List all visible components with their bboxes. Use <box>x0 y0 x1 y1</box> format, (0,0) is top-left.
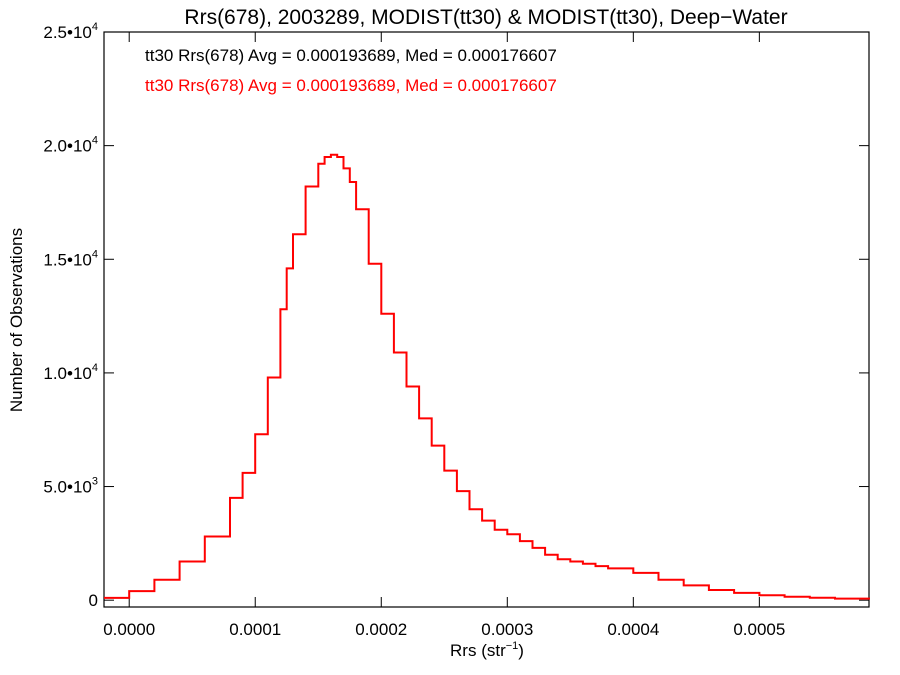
legend: tt30 Rrs(678) Avg = 0.000193689, Med = 0… <box>145 46 557 95</box>
x-tick-label: 0.0003 <box>481 620 533 639</box>
histogram-series-line <box>104 153 870 600</box>
legend-entry-black: tt30 Rrs(678) Avg = 0.000193689, Med = 0… <box>145 46 557 65</box>
y-tick-label: 2.0•104 <box>43 135 98 156</box>
x-tick-label: 0.0001 <box>229 620 281 639</box>
y-axis-ticks: 0 5.0•103 1.0•104 1.5•104 2.0•104 2.5•104 <box>43 21 869 610</box>
y-axis-label: Number of Observations <box>7 228 26 412</box>
y-tick-label: 2.5•104 <box>43 21 98 42</box>
x-tick-label: 0.0004 <box>607 620 659 639</box>
y-tick-label: 5.0•103 <box>43 476 98 497</box>
y-tick-label: 1.5•104 <box>43 248 98 269</box>
legend-entry-red: tt30 Rrs(678) Avg = 0.000193689, Med = 0… <box>145 76 557 95</box>
y-tick-label: 0 <box>89 591 98 610</box>
y-tick-label: 1.0•104 <box>43 362 98 383</box>
chart-title: Rrs(678), 2003289, MODIST(tt30) & MODIST… <box>184 6 787 29</box>
x-tick-label: 0.0002 <box>355 620 407 639</box>
plot-frame <box>103 31 870 608</box>
x-axis-ticks: 0.0000 0.0001 0.0002 0.0003 0.0004 0.0005 <box>103 32 785 639</box>
x-tick-label: 0.0000 <box>103 620 155 639</box>
x-axis-label: Rrs (str−1) <box>450 640 524 660</box>
x-tick-label: 0.0005 <box>733 620 785 639</box>
